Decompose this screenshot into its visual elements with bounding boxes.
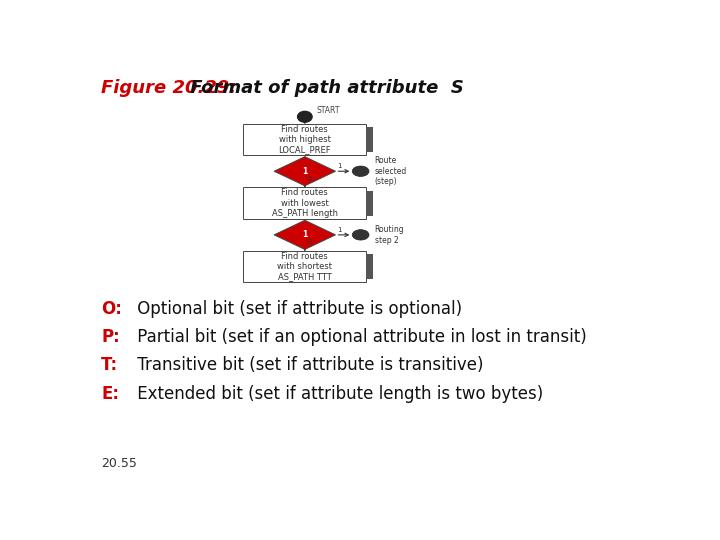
Text: 1: 1 [302, 167, 307, 176]
FancyBboxPatch shape [243, 124, 366, 155]
FancyBboxPatch shape [243, 251, 366, 282]
Text: E:: E: [101, 384, 120, 402]
Text: Find routes
with shortest
AS_PATH TTT: Find routes with shortest AS_PATH TTT [277, 252, 333, 281]
Text: O:: O: [101, 300, 122, 318]
Ellipse shape [352, 166, 369, 177]
Text: 0: 0 [307, 176, 312, 181]
Text: Find routes
with highest
LOCAL_PREF: Find routes with highest LOCAL_PREF [279, 125, 331, 154]
FancyBboxPatch shape [243, 187, 366, 219]
FancyBboxPatch shape [366, 191, 373, 215]
Text: Optional bit (set if attribute is optional): Optional bit (set if attribute is option… [132, 300, 462, 318]
Text: Transitive bit (set if attribute is transitive): Transitive bit (set if attribute is tran… [132, 356, 483, 374]
Text: Partial bit (set if an optional attribute in lost in transit): Partial bit (set if an optional attribut… [132, 328, 587, 346]
FancyBboxPatch shape [366, 254, 373, 279]
FancyBboxPatch shape [366, 127, 373, 152]
Text: P:: P: [101, 328, 120, 346]
Text: 0: 0 [307, 239, 312, 245]
Polygon shape [274, 157, 336, 186]
Circle shape [297, 111, 312, 122]
Text: T:: T: [101, 356, 118, 374]
Text: START: START [317, 106, 340, 114]
Text: Figure 20.29:: Figure 20.29: [101, 79, 237, 97]
Text: 1: 1 [337, 227, 342, 233]
Text: 20.55: 20.55 [101, 457, 137, 470]
Text: Route
selected
(step): Route selected (step) [374, 157, 407, 186]
Text: Routing
step 2: Routing step 2 [374, 225, 404, 245]
Ellipse shape [352, 230, 369, 240]
Text: Extended bit (set if attribute length is two bytes): Extended bit (set if attribute length is… [132, 384, 543, 402]
Text: Find routes
with lowest
AS_PATH length: Find routes with lowest AS_PATH length [272, 188, 338, 218]
Text: 1: 1 [302, 231, 307, 239]
Text: Format of path attribute  S: Format of path attribute S [184, 79, 464, 97]
Text: 1: 1 [337, 163, 342, 169]
Polygon shape [274, 220, 336, 249]
